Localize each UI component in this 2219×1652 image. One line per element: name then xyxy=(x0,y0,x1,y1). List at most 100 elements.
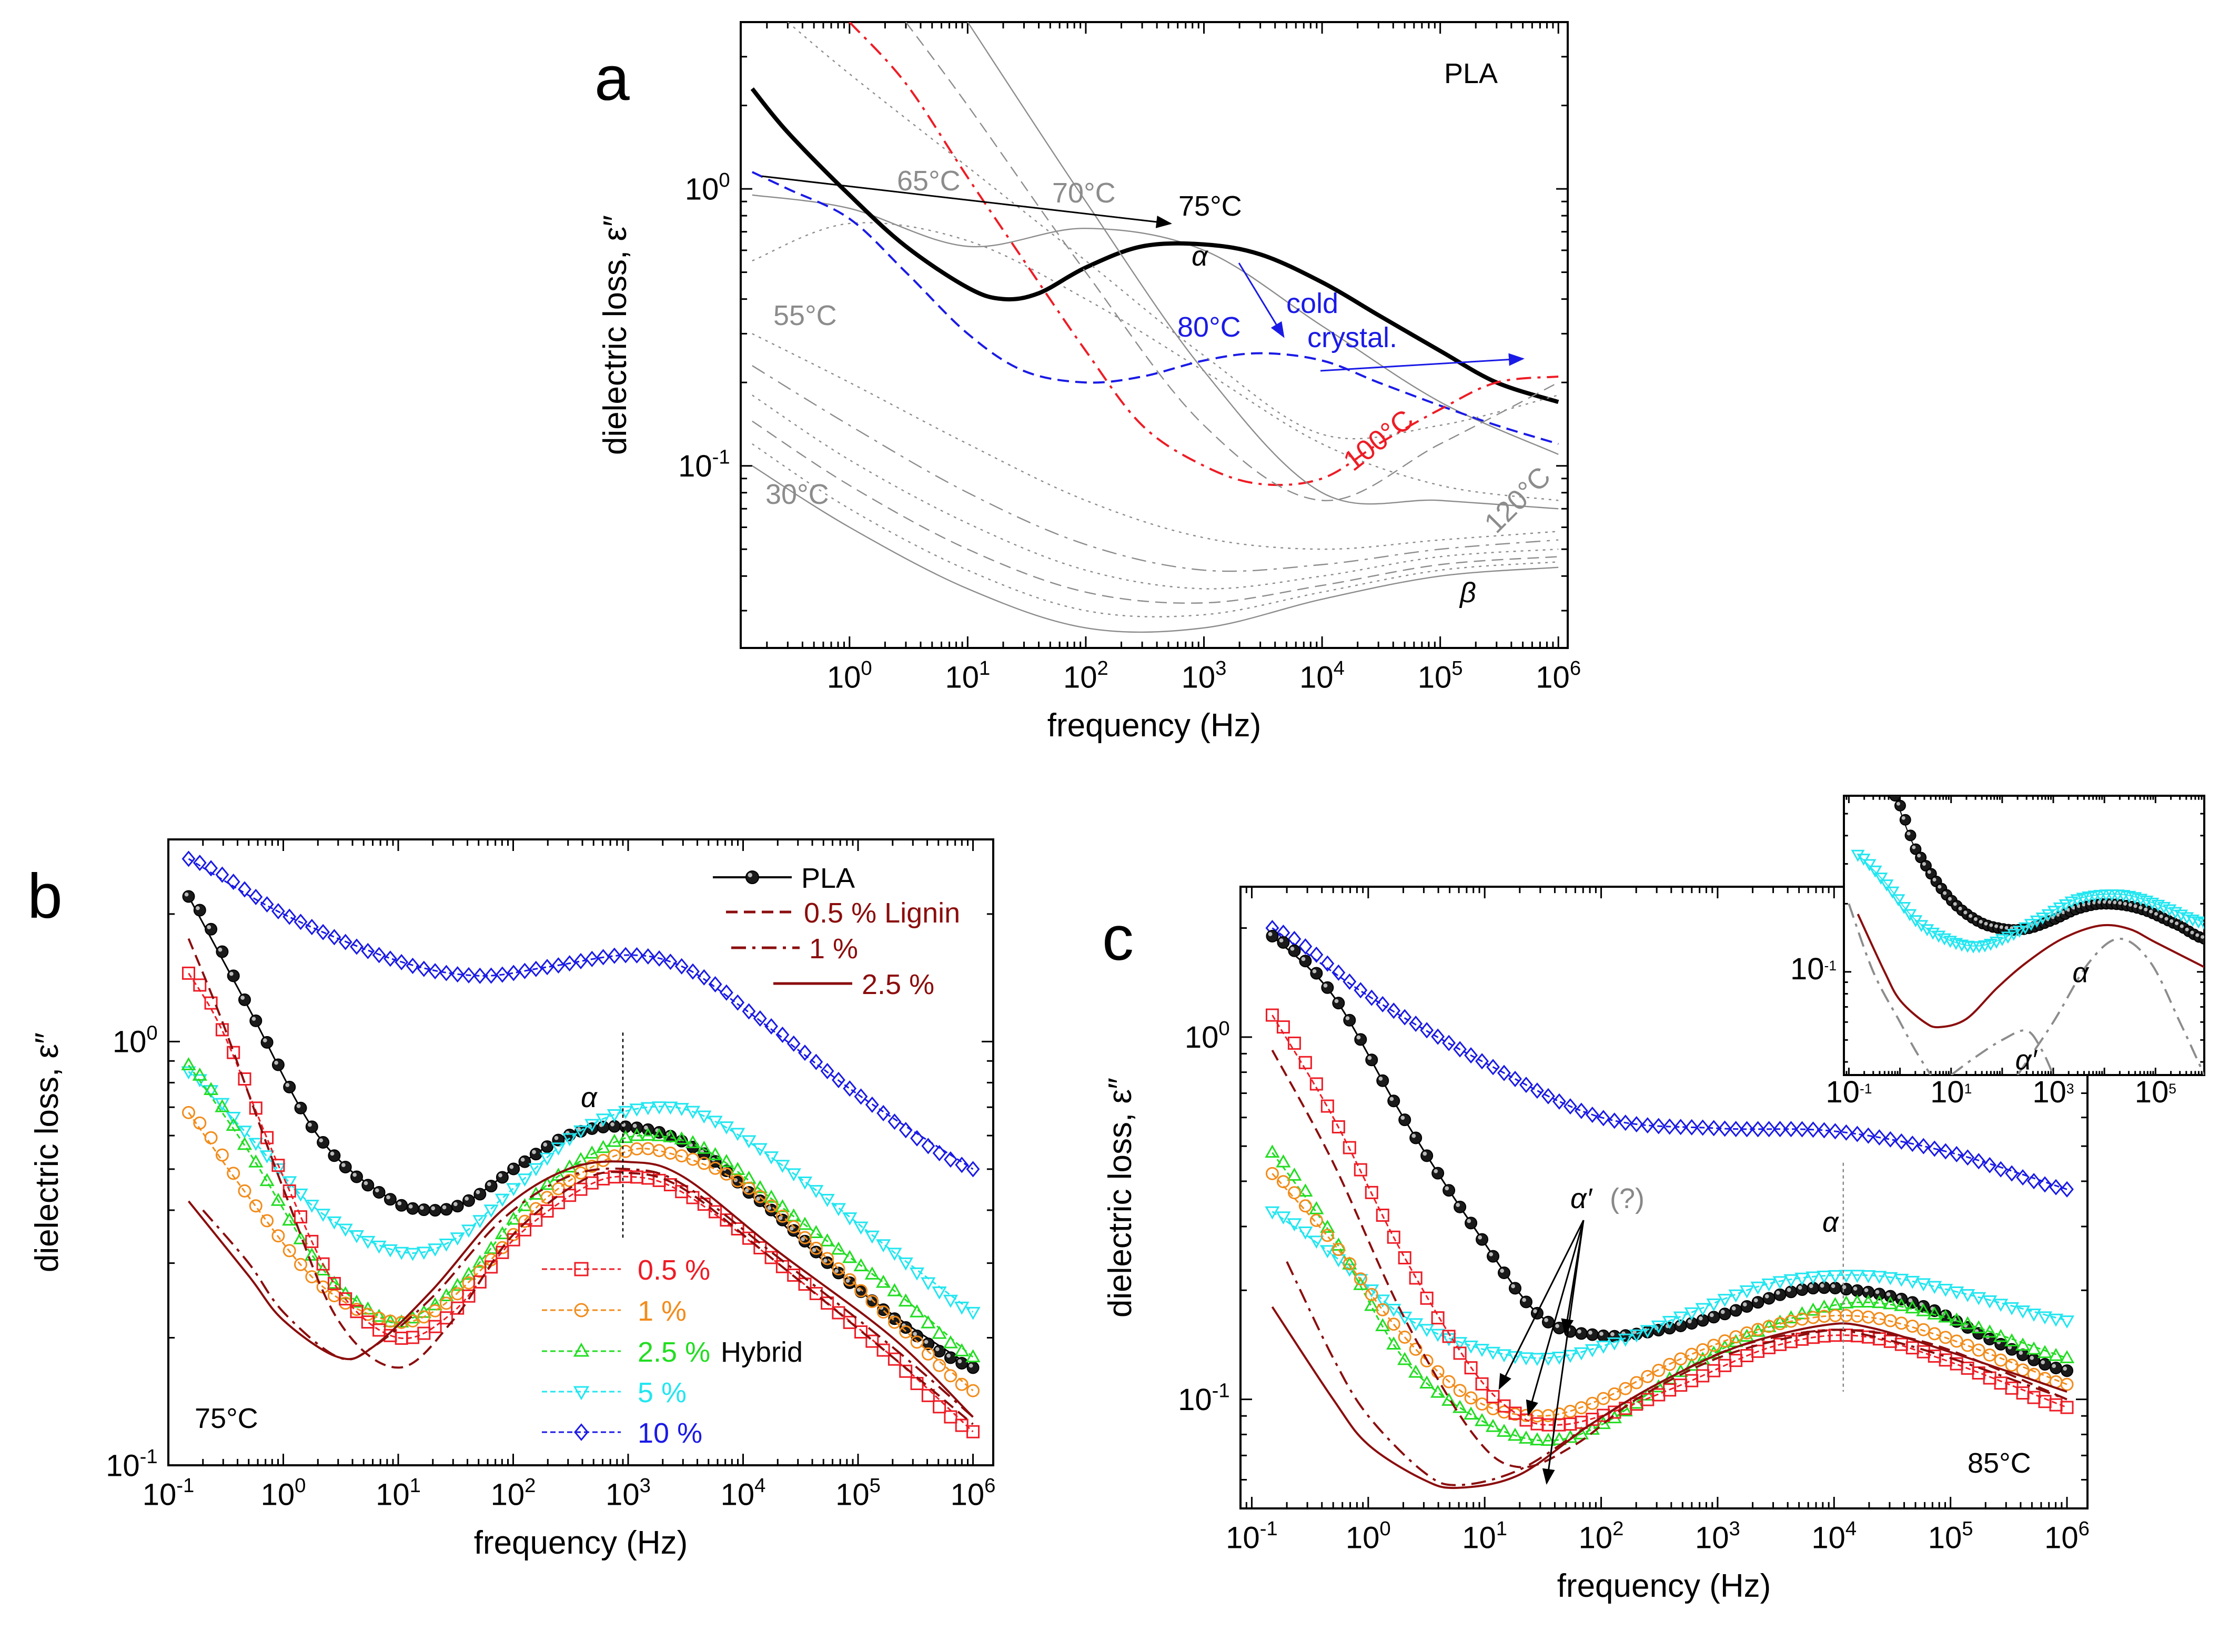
data-point xyxy=(775,1160,790,1173)
data-point xyxy=(775,1026,790,1043)
data-point xyxy=(864,1266,880,1280)
data-point xyxy=(1309,1201,1324,1214)
data-point xyxy=(417,1310,431,1324)
data-point xyxy=(630,1121,643,1134)
data-point xyxy=(2028,1353,2041,1366)
data-point xyxy=(1454,1200,1467,1213)
inset-data-point xyxy=(2168,907,2183,919)
data-point xyxy=(1365,989,1379,1006)
data-point xyxy=(1309,946,1324,963)
data-point-shine xyxy=(1842,1285,1847,1290)
x-tick-label-2-base: 10 xyxy=(2032,1075,2066,1109)
data-point xyxy=(1376,1074,1389,1087)
data-point-shine xyxy=(1279,938,1284,942)
series-line xyxy=(188,858,974,1170)
data-point xyxy=(1597,1392,1610,1405)
data-point xyxy=(753,1010,767,1027)
data-point-shine xyxy=(1577,1329,1581,1334)
data-point xyxy=(551,1182,565,1195)
data-point xyxy=(395,1199,408,1212)
data-point-shine xyxy=(1367,1056,1372,1060)
data-point xyxy=(798,1045,812,1061)
series-line xyxy=(752,222,1559,501)
data-point xyxy=(1618,1333,1633,1347)
data-point xyxy=(854,1325,868,1339)
data-point xyxy=(1872,1129,1887,1146)
data-point xyxy=(1696,1343,1710,1356)
data-point xyxy=(1938,1283,1953,1297)
inset-data-point-shine xyxy=(2113,900,2117,905)
data-point xyxy=(797,1176,813,1190)
data-point xyxy=(899,1325,913,1339)
data-point xyxy=(584,1145,600,1159)
data-point xyxy=(1386,1304,1401,1317)
data-point xyxy=(1585,1344,1600,1357)
series-80-c xyxy=(751,171,1559,445)
data-point xyxy=(1343,1014,1356,1027)
data-point xyxy=(742,1003,756,1020)
data-point xyxy=(1540,1433,1556,1446)
data-point-shine xyxy=(1544,1318,1548,1322)
data-point xyxy=(1343,973,1357,990)
inset-data-point-shine xyxy=(1943,891,1947,895)
data-point xyxy=(898,1293,913,1307)
data-point xyxy=(1343,1257,1356,1271)
data-point xyxy=(1950,1146,1964,1163)
data-point xyxy=(1828,1270,1843,1283)
data-point xyxy=(216,945,229,958)
data-point xyxy=(1652,1363,1666,1377)
x-tick-label-4: 103 xyxy=(1695,1517,1740,1555)
x-tick-label-3-exp: 5 xyxy=(2168,1081,2176,1097)
data-point xyxy=(2061,1364,2074,1377)
data-point xyxy=(237,1137,253,1150)
data-point xyxy=(215,1098,230,1111)
data-point-shine xyxy=(364,1181,368,1185)
series-line xyxy=(1272,927,2067,1190)
y-tick-label-0-base: 10 xyxy=(1790,952,1824,986)
data-point-shine xyxy=(274,1060,278,1065)
data-point xyxy=(1365,1288,1378,1301)
inset-data-point-shine xyxy=(2190,930,2194,935)
panel-label-c: c xyxy=(1102,903,1134,974)
data-point xyxy=(787,1220,801,1234)
data-point-shine xyxy=(969,1363,973,1368)
data-point-shine xyxy=(229,971,234,976)
data-point xyxy=(483,1241,499,1254)
series-35-c xyxy=(752,443,1559,617)
x-tick-label-5-base: 10 xyxy=(1418,660,1452,694)
data-point xyxy=(853,1258,869,1272)
data-point xyxy=(596,949,610,966)
data-point xyxy=(618,1130,633,1143)
data-point xyxy=(260,896,274,913)
x-tick-label-0-exp: -1 xyxy=(1260,1517,1278,1540)
x-tick-label-1-base: 10 xyxy=(261,1477,295,1512)
data-point xyxy=(798,1231,812,1244)
data-point xyxy=(226,1118,241,1131)
data-point xyxy=(1298,1056,1312,1069)
data-point-shine xyxy=(756,1197,760,1201)
data-point xyxy=(1453,1041,1467,1058)
data-point xyxy=(1674,1352,1688,1366)
data-point xyxy=(1596,1110,1610,1127)
data-point xyxy=(1365,1185,1378,1199)
data-point-shine xyxy=(778,1215,783,1220)
data-point xyxy=(518,1155,531,1168)
data-point xyxy=(1276,1154,1291,1168)
data-point xyxy=(663,954,678,970)
data-point xyxy=(1905,1300,1920,1314)
x-tick-label-7: 106 xyxy=(2044,1517,2090,1555)
data-point-shine xyxy=(1312,969,1317,974)
data-point xyxy=(472,1254,488,1268)
data-point xyxy=(809,1225,824,1238)
data-point-shine xyxy=(2041,1360,2045,1365)
data-point xyxy=(730,1162,745,1175)
data-point xyxy=(294,1210,307,1224)
data-point xyxy=(428,1320,442,1333)
data-point xyxy=(720,1167,733,1181)
x-tick-label-1: 100 xyxy=(261,1474,306,1512)
data-point xyxy=(551,957,566,974)
data-point xyxy=(1607,1112,1621,1129)
data-point xyxy=(607,947,621,964)
legend-top-item: 1 % xyxy=(731,933,858,965)
data-point-shine xyxy=(1356,1035,1361,1040)
